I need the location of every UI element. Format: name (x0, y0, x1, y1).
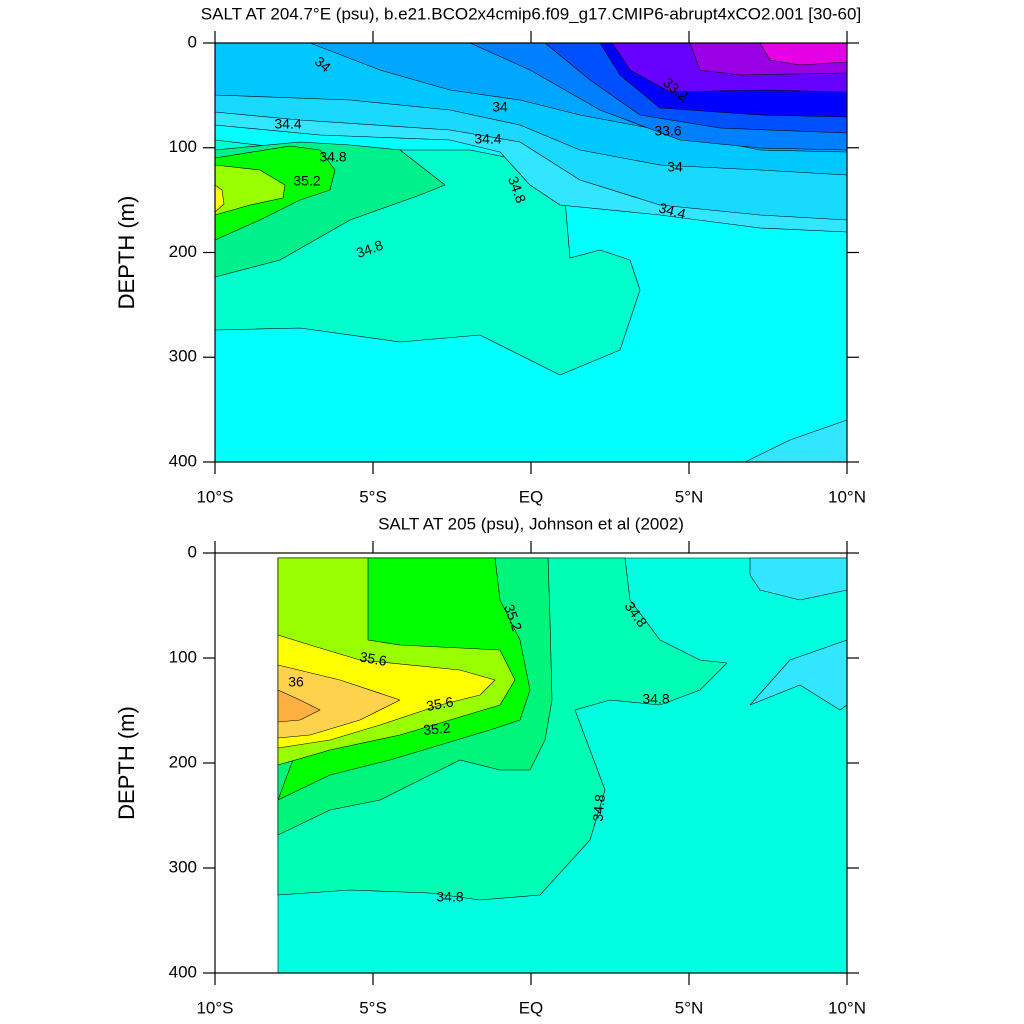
x-tick-label: EQ (519, 998, 544, 1017)
y-axis-label: DEPTH (m) (114, 706, 139, 820)
x-tick-label: 5°S (359, 998, 387, 1017)
x-tick-label: 5°N (675, 998, 704, 1017)
contour-label: 34.4 (274, 116, 301, 132)
contour-label: 34.8 (436, 889, 463, 905)
salinity-band (277, 664, 401, 739)
chart-title: SALT AT 205 (psu), Johnson et al (2002) (378, 514, 684, 533)
x-tick-label: 5°N (675, 487, 704, 506)
y-tick-label: 300 (169, 857, 197, 876)
contour-label: 34.8 (590, 793, 608, 822)
x-tick-label: EQ (519, 487, 544, 506)
contour-label: 33.6 (654, 123, 681, 139)
y-tick-label: 200 (169, 242, 197, 261)
contour-label: 34.8 (319, 149, 346, 165)
y-tick-label: 300 (169, 347, 197, 366)
y-tick-label: 100 (169, 137, 197, 156)
contour-label: 34 (492, 99, 508, 115)
y-axis-label: DEPTH (m) (114, 196, 139, 310)
x-tick-label: 5°S (359, 487, 387, 506)
x-tick-label: 10°N (828, 998, 866, 1017)
contour-label: 34.4 (657, 199, 688, 222)
salinity-band (277, 689, 321, 723)
contour-label: 35.2 (293, 173, 320, 189)
plot: 343434.434.434.834.835.234.833.233.63434… (214, 42, 848, 463)
contour-label: 34.8 (642, 691, 669, 707)
contour-label: 34.4 (474, 131, 501, 147)
x-tick-label: 10°N (828, 487, 866, 506)
contour-label: 34 (667, 159, 683, 175)
y-tick-label: 0 (188, 542, 197, 561)
y-tick-label: 400 (169, 451, 197, 470)
y-tick-label: 100 (169, 647, 197, 666)
y-tick-label: 400 (169, 962, 197, 981)
y-tick-label: 200 (169, 752, 197, 771)
contour-label: 35.2 (423, 720, 452, 738)
contour-label: 35.6 (425, 693, 455, 714)
x-tick-label: 10°S (196, 487, 233, 506)
contour-label: 35.6 (358, 648, 388, 669)
contour-label: 36 (288, 674, 304, 690)
chart-title: SALT AT 204.7°E (psu), b.e21.BCO2x4cmip6… (201, 4, 861, 23)
y-tick-label: 0 (188, 32, 197, 51)
x-tick-label: 10°S (196, 998, 233, 1017)
